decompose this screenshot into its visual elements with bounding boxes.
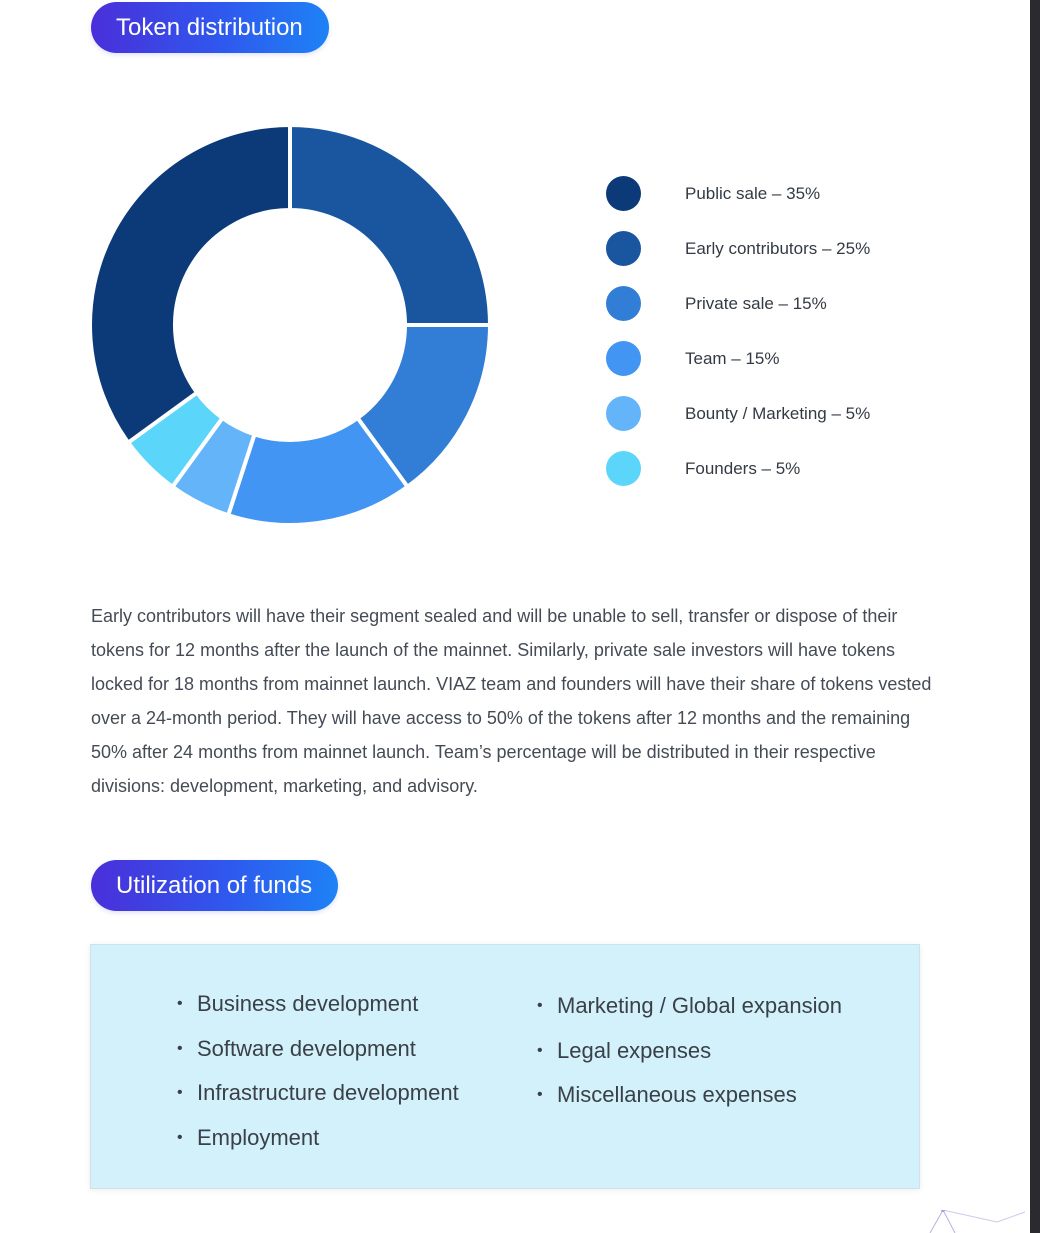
list-item: Infrastructure development — [177, 1071, 459, 1116]
legend-label-team: Team – 15% — [685, 349, 780, 368]
legend-label-private-sale: Private sale – 15% — [685, 294, 827, 313]
legend-label-public-sale: Public sale – 35% — [685, 184, 821, 203]
funds-list-left: Business development Software developmen… — [177, 982, 459, 1160]
screen-edge — [1030, 0, 1040, 1233]
legend-swatch-public-sale — [606, 176, 641, 211]
legend-label-early-contributors: Early contributors – 25% — [685, 239, 871, 258]
list-item: Legal expenses — [537, 1029, 842, 1074]
token-distribution-donut-chart — [88, 122, 493, 527]
token-distribution-heading: Token distribution — [91, 2, 329, 53]
list-item: Marketing / Global expansion — [537, 984, 842, 1029]
donut-slice-early-contributors — [288, 122, 493, 327]
list-item: Employment — [177, 1116, 459, 1161]
legend-swatch-bounty-marketing — [606, 396, 641, 431]
utilization-of-funds-heading: Utilization of funds — [91, 860, 339, 911]
list-item: Software development — [177, 1027, 459, 1072]
list-item: Business development — [177, 982, 459, 1027]
donut-slice-public-sale — [88, 122, 292, 446]
vesting-description: Early contributors will have their segme… — [91, 606, 932, 796]
list-item: Miscellaneous expenses — [537, 1073, 842, 1118]
legend-swatch-private-sale — [606, 286, 641, 321]
decorative-network-graphic — [929, 1210, 1025, 1233]
legend-swatch-early-contributors — [606, 231, 641, 266]
funds-list-box: Business development Software developmen… — [90, 944, 920, 1189]
legend-label-founders: Founders – 5% — [685, 459, 801, 478]
legend-swatch-founders — [606, 451, 641, 486]
legend-swatch-team — [606, 341, 641, 376]
funds-list-right: Marketing / Global expansion Legal expen… — [537, 984, 842, 1118]
legend-label-bounty-marketing: Bounty / Marketing – 5% — [685, 404, 871, 423]
